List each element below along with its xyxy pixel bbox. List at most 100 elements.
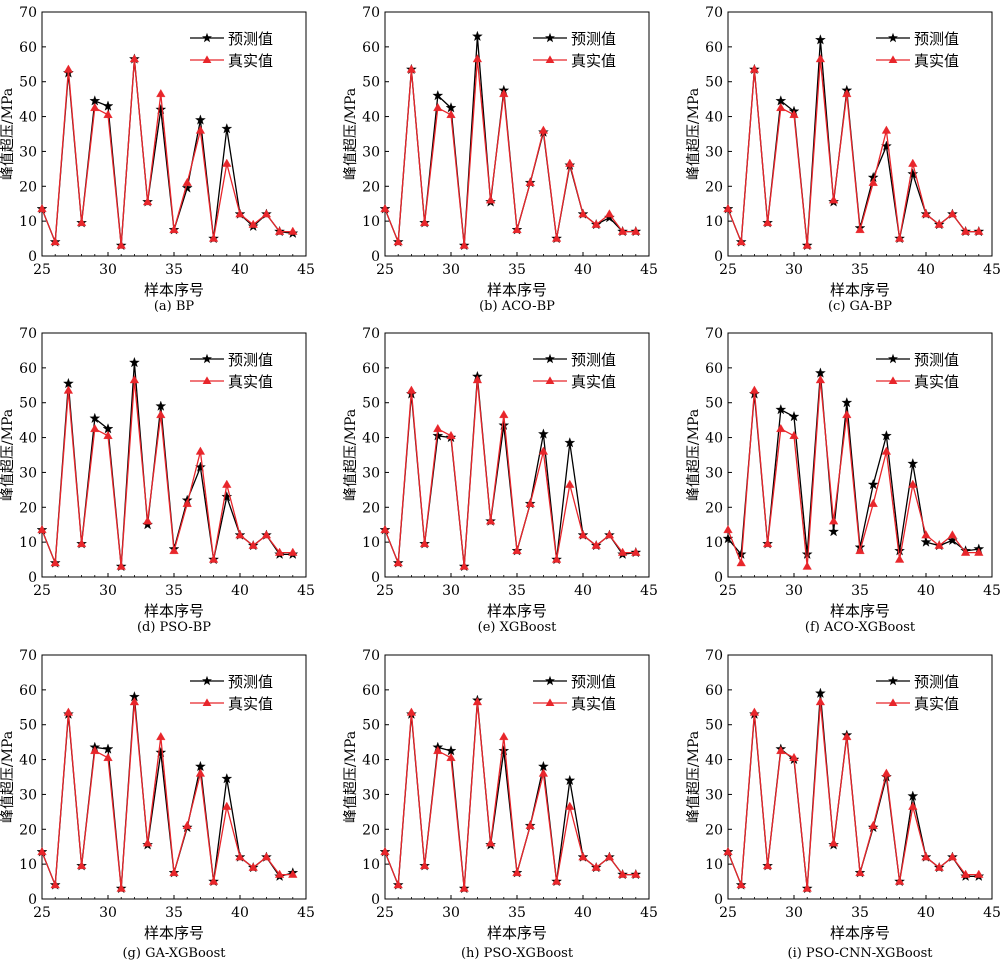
data-point [894,233,905,242]
x-tick-label: 35 [851,583,869,599]
data-point [565,479,575,488]
x-tick-label: 25 [719,583,737,599]
x-tick-label: 35 [508,262,526,278]
data-point [208,233,219,242]
legend-marker [202,376,212,384]
x-tick-label: 40 [917,262,935,278]
data-point [195,114,206,125]
y-axis-label: 峰值超压/MPa [343,731,359,823]
y-axis-label: 峰值超压/MPa [0,409,16,501]
series-line [384,379,636,567]
data-point [63,707,74,716]
data-point [499,89,509,98]
data-point [90,745,100,754]
data-point [908,801,918,810]
series-line [727,701,979,889]
y-tick-label: 60 [705,683,723,699]
series-line [384,58,636,246]
data-point [564,437,576,448]
y-tick-label: 10 [19,535,37,551]
data-point [221,123,233,134]
data-point [525,498,535,507]
series-line [727,39,979,246]
y-tick-label: 30 [362,787,380,803]
data-point [156,732,166,741]
data-point [762,860,773,870]
x-tick-label: 40 [917,905,935,921]
data-point [789,752,799,761]
data-point [749,64,760,73]
data-point [90,102,100,111]
y-tick-label: 20 [705,822,723,838]
y-tick-label: 20 [705,179,723,195]
legend-marker [545,55,555,63]
data-point [907,790,919,801]
data-point [433,102,443,111]
legend-marker [545,32,555,43]
y-tick-label: 20 [362,822,380,838]
y-tick-label: 10 [362,214,380,230]
series-line [384,700,636,889]
data-point [459,883,469,892]
data-point [578,209,588,218]
y-tick-label: 60 [705,40,723,56]
data-point [921,209,931,218]
series-actual [37,697,298,892]
x-tick-label: 40 [574,905,592,921]
data-point [50,558,60,567]
data-point [921,852,931,861]
series-predicted [722,367,985,559]
y-tick-label: 70 [705,326,723,342]
data-point [881,430,892,441]
data-point [169,545,179,554]
y-tick-label: 20 [19,179,37,195]
legend-label: 真实值 [914,373,959,391]
x-tick-label: 45 [297,262,315,278]
series-actual [380,697,641,892]
data-point [419,538,430,548]
data-point [261,209,272,218]
data-point [288,547,298,556]
x-tick-label: 30 [785,905,803,921]
legend-label: 真实值 [914,695,959,713]
data-point [248,862,258,871]
data-point [604,209,615,218]
data-point [393,880,403,889]
data-point [142,197,153,206]
data-point [907,168,919,179]
data-point [485,516,496,525]
data-point [736,880,746,889]
data-point [472,30,483,41]
x-tick-label: 30 [442,583,460,599]
y-tick-label: 10 [705,535,723,551]
y-tick-label: 40 [362,753,380,769]
data-point [631,869,641,878]
x-axis-label: 样本序号 [487,924,547,942]
legend-label: 预测值 [571,673,616,691]
data-point [248,540,258,549]
data-point [578,530,588,539]
data-point [934,862,944,871]
y-tick-label: 40 [362,110,380,126]
x-tick-label: 45 [983,905,1000,921]
legend-marker [202,353,212,364]
data-point [90,423,100,432]
legend-marker [888,376,898,384]
data-point [485,195,496,204]
data-point [129,54,140,63]
x-axis-label: 样本序号 [144,281,204,299]
data-point [419,860,430,870]
data-point [855,867,865,876]
data-point [749,707,760,716]
y-tick-label: 30 [705,144,723,160]
x-tick-label: 35 [165,583,183,599]
data-point [116,883,126,892]
data-point [129,375,140,384]
data-point [934,219,944,228]
legend-marker [545,675,555,686]
data-point [393,237,403,246]
x-tick-label: 45 [297,583,315,599]
data-point [801,548,813,559]
